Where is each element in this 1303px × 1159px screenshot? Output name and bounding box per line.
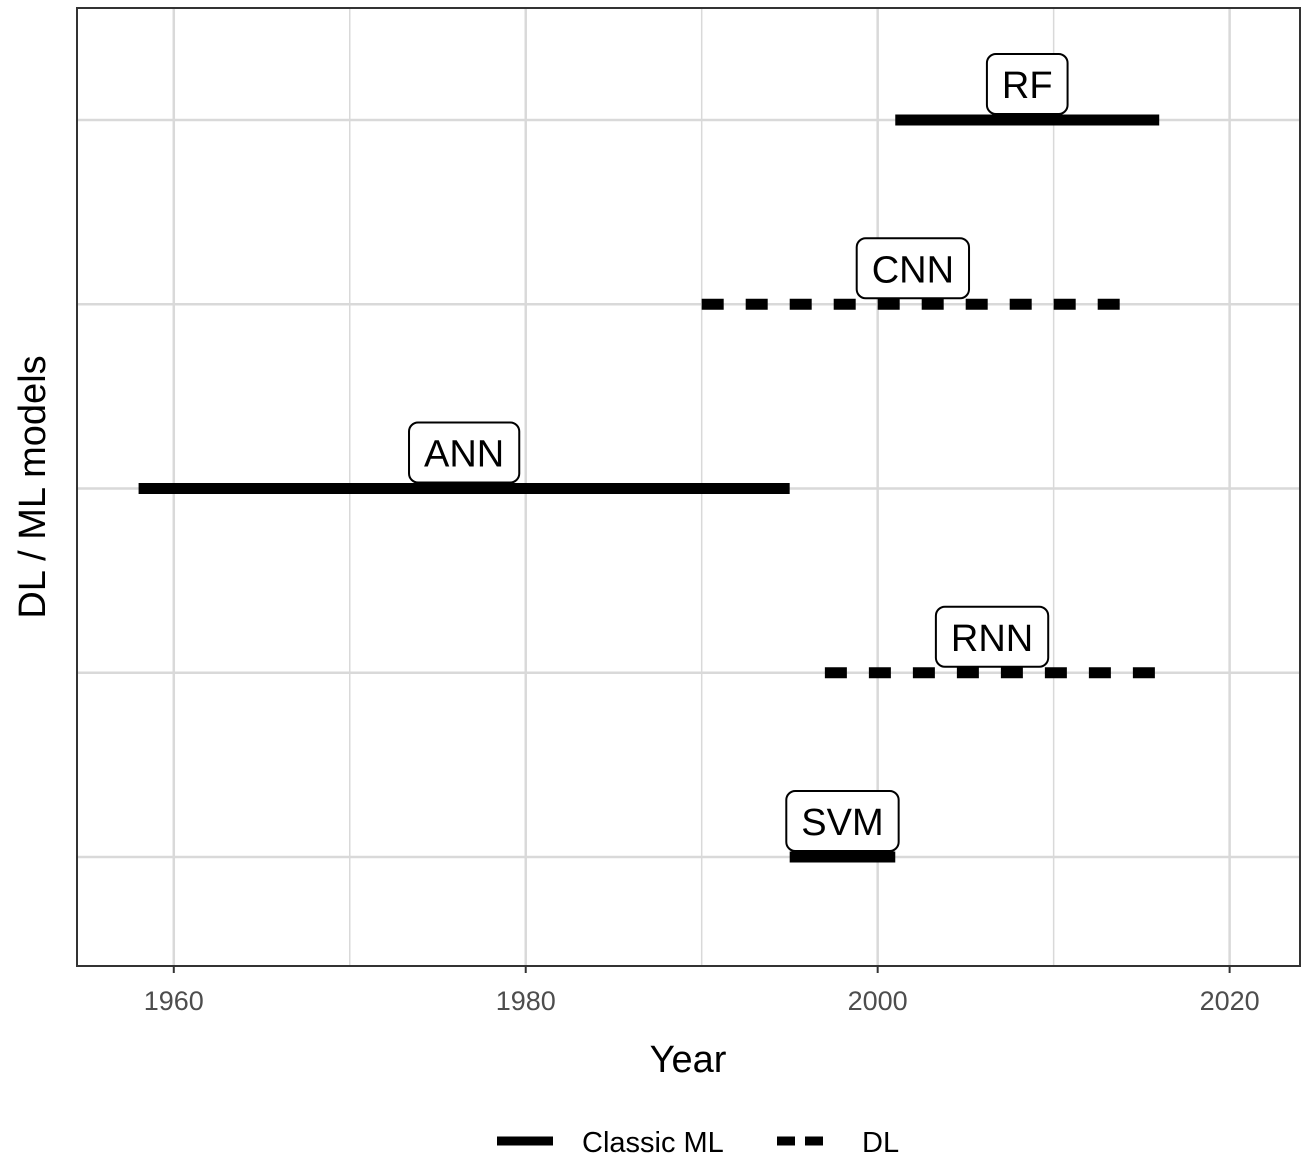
label-box — [934, 605, 1050, 668]
x-tick-label: 2000 — [848, 986, 908, 1016]
label-rf: RF — [985, 53, 1069, 115]
x-tick-label: 1980 — [496, 986, 556, 1016]
label-box — [408, 421, 521, 484]
bars-layer — [138, 114, 1160, 863]
labels-layer: RF CNN ANN RNN SVM — [408, 53, 1069, 852]
label-box — [785, 790, 900, 852]
y-axis-title: DL / ML models — [12, 355, 54, 618]
label-box — [985, 53, 1069, 115]
label-text: CNN — [872, 249, 954, 291]
label-cnn: CNN — [855, 237, 971, 300]
label-text: RF — [1002, 65, 1053, 107]
x-ticks-layer: 1960 1980 2000 2020 — [144, 966, 1260, 1016]
legend: Classic ML DL — [497, 1127, 899, 1159]
legend-label-dl: DL — [862, 1127, 899, 1159]
x-axis-title: Year — [650, 1039, 727, 1081]
legend-label-classic-ml: Classic ML — [582, 1127, 724, 1159]
label-svm: SVM — [785, 790, 900, 852]
panel-border — [76, 7, 1301, 967]
label-text: ANN — [424, 434, 504, 476]
label-text: RNN — [951, 618, 1033, 660]
x-tick-label: 2020 — [1200, 986, 1260, 1016]
label-text: SVM — [801, 802, 883, 844]
x-tick-label: 1960 — [144, 986, 204, 1016]
label-box — [855, 237, 971, 300]
label-ann: ANN — [408, 421, 521, 484]
label-rnn: RNN — [934, 605, 1050, 668]
